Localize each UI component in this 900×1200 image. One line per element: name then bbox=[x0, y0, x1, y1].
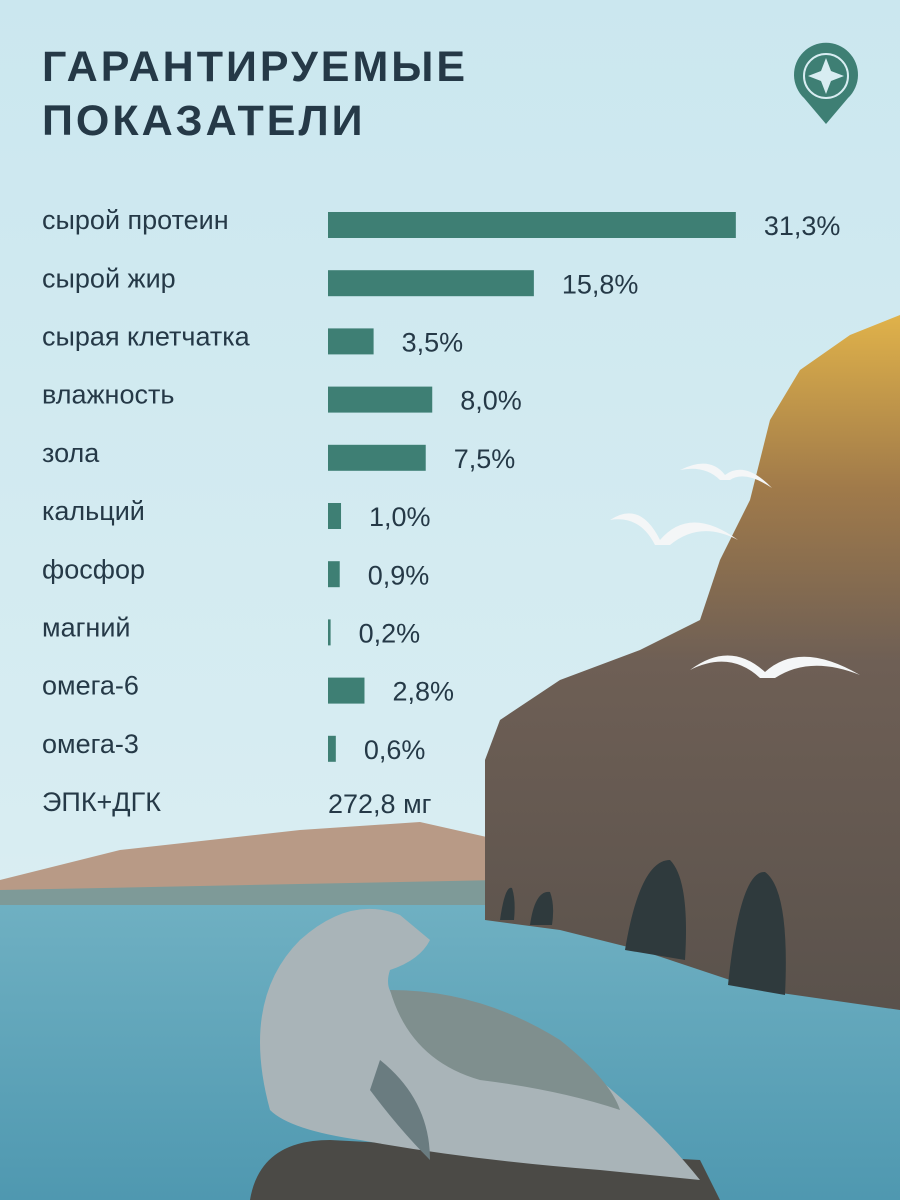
seal-back bbox=[390, 990, 620, 1110]
category-label: магний bbox=[42, 613, 131, 643]
extra-value: 272,8 мг bbox=[328, 789, 432, 819]
gull bbox=[610, 513, 738, 545]
bar bbox=[328, 503, 342, 529]
category-label: омега-6 bbox=[42, 671, 139, 701]
bar bbox=[328, 444, 426, 471]
category-label: зола bbox=[42, 438, 100, 468]
category-label: сырой жир bbox=[42, 263, 176, 293]
category-label: фосфор bbox=[42, 554, 145, 584]
bar bbox=[328, 328, 374, 355]
bar bbox=[328, 212, 736, 238]
value-label: 1,0% bbox=[369, 502, 431, 532]
category-label: сырая клетчатка bbox=[42, 322, 251, 352]
category-label: кальций bbox=[42, 496, 145, 526]
value-label: 0,6% bbox=[364, 735, 426, 765]
value-label: 31,3% bbox=[764, 211, 841, 241]
category-label: сырой протеин bbox=[42, 205, 229, 235]
seal-flipper bbox=[370, 1060, 430, 1160]
chart-title: ГАРАНТИРУЕМЫЕ ПОКАЗАТЕЛИ bbox=[42, 43, 469, 145]
bar bbox=[328, 619, 331, 646]
bar bbox=[328, 561, 340, 588]
extra-label: ЭПК+ДГК bbox=[42, 787, 161, 817]
category-label: омега-3 bbox=[42, 729, 139, 759]
bar bbox=[328, 735, 336, 762]
bar bbox=[328, 386, 433, 413]
gull bbox=[680, 463, 772, 488]
value-label: 2,8% bbox=[392, 677, 454, 707]
logo bbox=[794, 42, 858, 124]
category-label: влажность bbox=[42, 380, 174, 410]
gull bbox=[690, 655, 860, 678]
bar bbox=[328, 677, 365, 704]
caves bbox=[500, 860, 786, 995]
bar bbox=[328, 270, 534, 297]
value-label: 0,2% bbox=[359, 619, 421, 649]
value-label: 7,5% bbox=[454, 444, 516, 474]
hills bbox=[0, 822, 500, 900]
value-label: 15,8% bbox=[562, 269, 639, 299]
value-label: 3,5% bbox=[402, 328, 464, 358]
value-label: 0,9% bbox=[368, 560, 430, 590]
cliff bbox=[485, 315, 900, 1010]
value-label: 8,0% bbox=[460, 386, 522, 416]
